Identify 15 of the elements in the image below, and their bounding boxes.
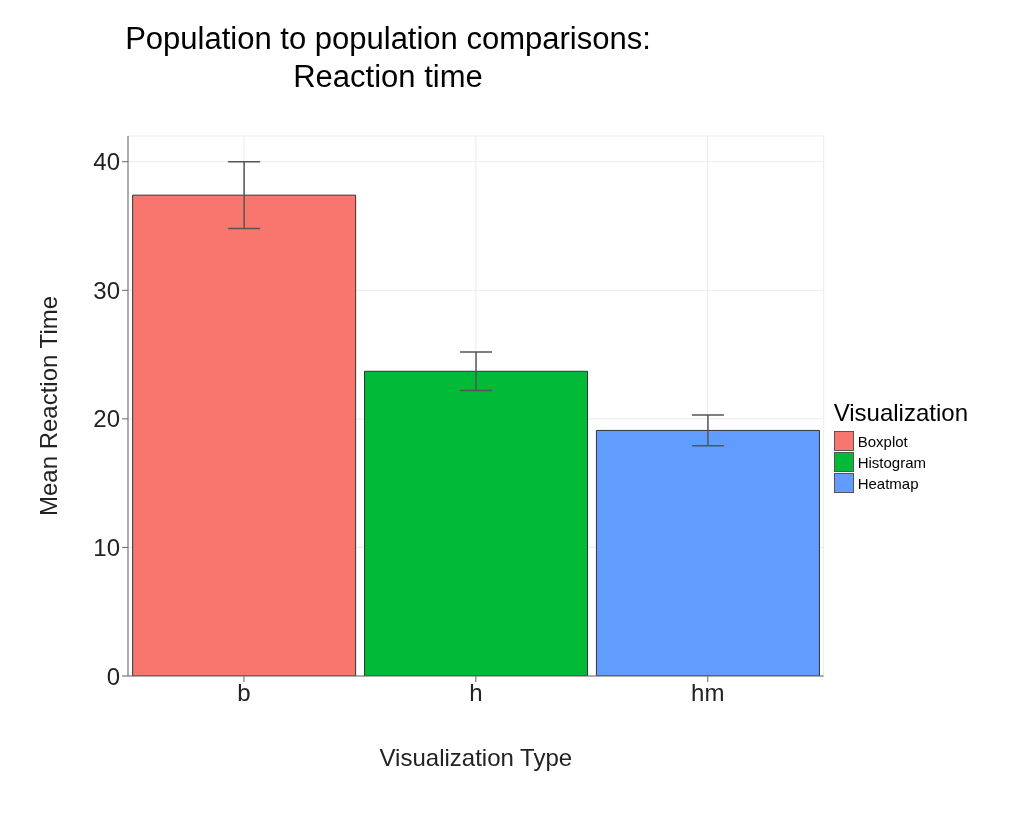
y-tick-label: 40 (93, 148, 120, 176)
y-tick-label: 20 (93, 405, 120, 433)
chart-title: Population to population comparisons: Reaction time (124, 20, 652, 96)
legend-label: Histogram (856, 452, 928, 473)
x-axis-title: Visualization Type (379, 744, 573, 771)
y-tick-label: 0 (106, 662, 120, 690)
x-tick-label: b (237, 679, 251, 707)
y-tick-label: 30 (93, 276, 120, 304)
x-tick-label: hm (691, 679, 725, 707)
legend-title: Visualization (833, 398, 968, 427)
y-axis-title: Mean Reaction Time (34, 295, 62, 517)
y-tick-label: 10 (93, 533, 120, 561)
x-tick-label: h (469, 679, 483, 707)
legend-label: Boxplot (856, 431, 909, 452)
legend-label: Heatmap (856, 473, 920, 494)
